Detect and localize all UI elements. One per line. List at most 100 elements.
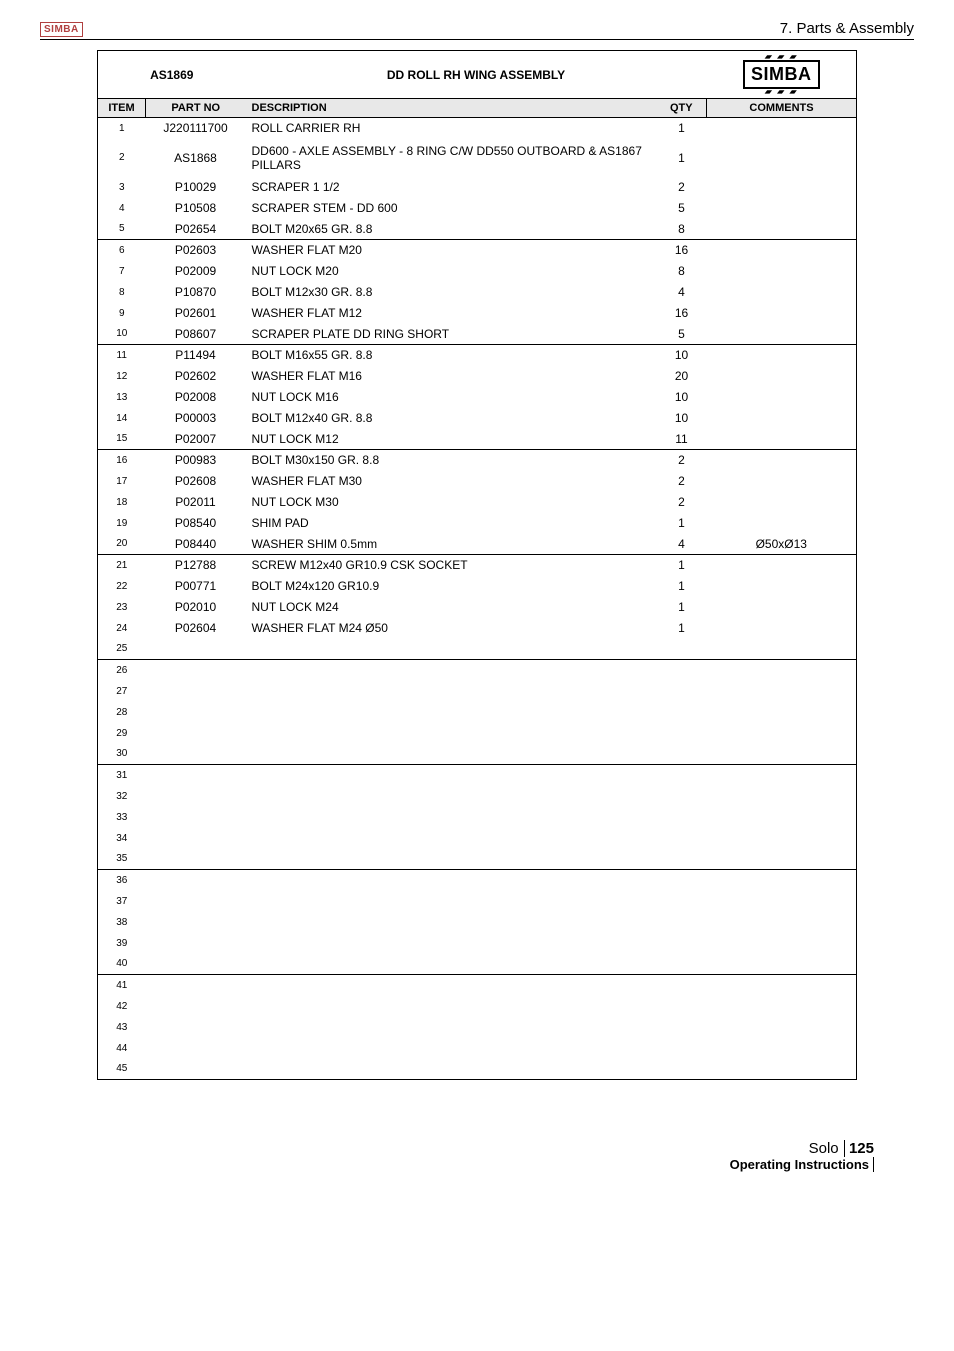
table-row: 20P08440WASHER SHIM 0.5mm4Ø50xØ13 [98, 534, 857, 555]
cell-part [146, 912, 246, 933]
table-row: 25 [98, 639, 857, 660]
cell-part: P08440 [146, 534, 246, 555]
cell-desc [246, 1017, 657, 1038]
table-row: 39 [98, 933, 857, 954]
cell-desc [246, 954, 657, 975]
cell-item: 33 [98, 807, 146, 828]
table-row: 9P02601WASHER FLAT M1216 [98, 303, 857, 324]
cell-qty [657, 1017, 707, 1038]
cell-item: 4 [98, 198, 146, 219]
cell-desc: WASHER SHIM 0.5mm [246, 534, 657, 555]
table-row: 16P00983BOLT M30x150 GR. 8.82 [98, 450, 857, 471]
cell-comments [707, 660, 857, 681]
cell-comments [707, 219, 857, 240]
cell-part [146, 681, 246, 702]
cell-comments [707, 597, 857, 618]
cell-desc: NUT LOCK M30 [246, 492, 657, 513]
cell-part: P02008 [146, 387, 246, 408]
cell-qty: 5 [657, 324, 707, 345]
cell-comments [707, 996, 857, 1017]
cell-qty: 4 [657, 282, 707, 303]
table-row: 2AS1868DD600 - AXLE ASSEMBLY - 8 RING C/… [98, 139, 857, 177]
cell-qty [657, 807, 707, 828]
cell-desc [246, 912, 657, 933]
brand-accent-bottom: ▰ ▰ ▰ [713, 89, 851, 95]
cell-desc [246, 933, 657, 954]
table-row: 24P02604WASHER FLAT M24 Ø501 [98, 618, 857, 639]
cell-comments: Ø50xØ13 [707, 534, 857, 555]
cell-part: P02604 [146, 618, 246, 639]
cell-desc [246, 660, 657, 681]
table-title-row: AS1869 DD ROLL RH WING ASSEMBLY ▰ ▰ ▰ SI… [98, 51, 857, 99]
table-row: 38 [98, 912, 857, 933]
cell-comments [707, 849, 857, 870]
cell-comments [707, 1059, 857, 1080]
table-row: 19P08540SHIM PAD1 [98, 513, 857, 534]
cell-desc: SCRAPER 1 1/2 [246, 177, 657, 198]
cell-part [146, 744, 246, 765]
table-row: 6P02603WASHER FLAT M2016 [98, 240, 857, 261]
cell-qty [657, 870, 707, 891]
cell-qty: 20 [657, 366, 707, 387]
table-row: 5P02654BOLT M20x65 GR. 8.88 [98, 219, 857, 240]
cell-desc [246, 807, 657, 828]
cell-qty: 1 [657, 597, 707, 618]
cell-desc [246, 702, 657, 723]
cell-desc [246, 1038, 657, 1059]
cell-item: 9 [98, 303, 146, 324]
table-row: 17P02608WASHER FLAT M302 [98, 471, 857, 492]
cell-qty: 10 [657, 387, 707, 408]
cell-desc [246, 1059, 657, 1080]
cell-item: 20 [98, 534, 146, 555]
cell-desc [246, 765, 657, 786]
cell-part: P11494 [146, 345, 246, 366]
cell-item: 15 [98, 429, 146, 450]
table-row: 44 [98, 1038, 857, 1059]
cell-item: 34 [98, 828, 146, 849]
cell-part: AS1868 [146, 139, 246, 177]
cell-item: 3 [98, 177, 146, 198]
cell-part [146, 954, 246, 975]
table-row: 22P00771BOLT M24x120 GR10.91 [98, 576, 857, 597]
table-row: 4P10508SCRAPER STEM - DD 6005 [98, 198, 857, 219]
cell-qty [657, 639, 707, 660]
cell-desc [246, 849, 657, 870]
section-title: 7. Parts & Assembly [780, 20, 914, 37]
cell-qty: 2 [657, 177, 707, 198]
cell-qty [657, 954, 707, 975]
cell-comments [707, 975, 857, 996]
cell-desc: NUT LOCK M16 [246, 387, 657, 408]
cell-part [146, 933, 246, 954]
cell-comments [707, 765, 857, 786]
cell-part [146, 870, 246, 891]
cell-desc: BOLT M12x30 GR. 8.8 [246, 282, 657, 303]
table-row: 8P10870BOLT M12x30 GR. 8.84 [98, 282, 857, 303]
cell-item: 12 [98, 366, 146, 387]
cell-item: 1 [98, 118, 146, 139]
cell-comments [707, 471, 857, 492]
cell-part: P02009 [146, 261, 246, 282]
cell-part [146, 660, 246, 681]
table-row: 3P10029SCRAPER 1 1/22 [98, 177, 857, 198]
cell-part: P12788 [146, 555, 246, 576]
cell-part [146, 702, 246, 723]
cell-qty: 1 [657, 513, 707, 534]
cell-qty [657, 912, 707, 933]
cell-desc: BOLT M24x120 GR10.9 [246, 576, 657, 597]
cell-item: 31 [98, 765, 146, 786]
cell-desc [246, 744, 657, 765]
cell-qty: 5 [657, 198, 707, 219]
cell-comments [707, 702, 857, 723]
cell-part [146, 996, 246, 1017]
cell-part: P02601 [146, 303, 246, 324]
cell-qty: 16 [657, 303, 707, 324]
table-row: 37 [98, 891, 857, 912]
col-desc: DESCRIPTION [246, 99, 657, 118]
cell-comments [707, 366, 857, 387]
cell-item: 13 [98, 387, 146, 408]
cell-item: 24 [98, 618, 146, 639]
cell-item: 36 [98, 870, 146, 891]
table-row: 10P08607SCRAPER PLATE DD RING SHORT5 [98, 324, 857, 345]
col-qty: QTY [657, 99, 707, 118]
cell-comments [707, 345, 857, 366]
